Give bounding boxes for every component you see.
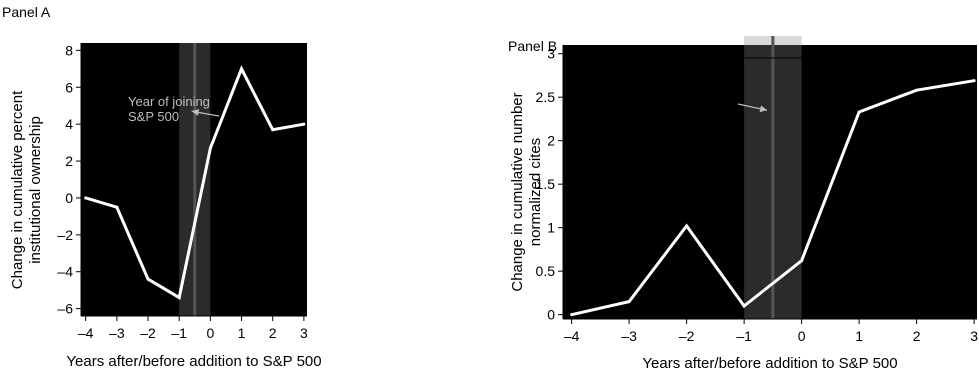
x-tick-label: –3 [109,325,125,341]
data-point [208,146,212,150]
data-point [627,300,631,304]
y-tick-label: 6 [65,79,73,95]
data-point [271,128,275,132]
x-tick-label: –2 [140,325,156,341]
y-tick-label: 1.5 [536,176,556,192]
y-tick-label: 4 [65,116,73,132]
data-point [742,304,746,308]
y-tick-label: 0.5 [536,263,556,279]
panel-b: Panel B 0 0.5 1 1.5 2 2.5 3 –4 –3 –2 –1 0 1 2 3 Change i… [508,36,978,372]
x-tick-label: 1 [238,325,246,341]
x-tick-label: –2 [679,328,695,344]
data-point [570,313,574,317]
y-tick-label: 0 [547,307,555,323]
y-tick-label: –2 [57,227,73,243]
y-tick-label: 1 [547,220,555,236]
x-tick-label: 3 [970,328,978,344]
y-tick-label: –6 [57,301,73,317]
panel-a: Panel A –6 –4 –2 0 2 4 6 8 –4 –3 –2 –1 0 1 2 3 Change in … [2,4,322,370]
x-axis-title: Years after/before addition to S&P 500 [642,355,897,372]
x-tick-label: –1 [171,325,187,341]
y-tick-label: –4 [57,264,73,280]
x-tick-label: –4 [564,328,580,344]
x-tick-label: –4 [78,325,94,341]
x-tick-label: –3 [621,328,637,344]
y-tick-label: 2.5 [536,89,556,105]
x-tick-label: 2 [913,328,921,344]
data-point [685,224,689,228]
series-line [85,65,305,300]
data-point [240,67,244,71]
data-point [177,296,181,300]
y-tick-label: 0 [65,190,73,206]
panel-label: Panel A [2,4,51,20]
annotation-arrowhead [191,108,200,116]
data-point [84,196,88,200]
panel-label: Panel B [508,38,557,54]
y-tick-label: 2 [547,133,555,149]
y-tick-label: 3 [547,46,555,62]
data-point [800,259,804,263]
y-axis-title: Change in cumulative percent [9,90,26,289]
y-axis-title: institutional ownership [27,116,44,264]
y-axis-title: normalized cites [527,138,544,246]
x-axis-title: Years after/before addition to S&P 500 [66,353,321,370]
series-line [571,79,975,317]
y-tick-label: 8 [65,42,73,58]
x-tick-label: 0 [206,325,214,341]
annotation-arrowhead [759,105,768,113]
data-point [302,122,306,126]
x-tick-label: 0 [798,328,806,344]
y-tick-label: 2 [65,153,73,169]
data-point [146,277,150,281]
x-tick-label: 1 [855,328,863,344]
annotation-text: Year of joining [128,94,210,109]
data-point [857,110,861,114]
x-tick-label: –1 [736,328,752,344]
annotation-text: S&P 500 [128,109,179,124]
data-point [972,79,976,83]
data-point [915,88,919,92]
x-tick-label: 3 [300,325,308,341]
x-tick-label: 2 [269,325,277,341]
data-point [115,205,119,209]
y-axis-title: Change in cumulative number [509,92,526,291]
